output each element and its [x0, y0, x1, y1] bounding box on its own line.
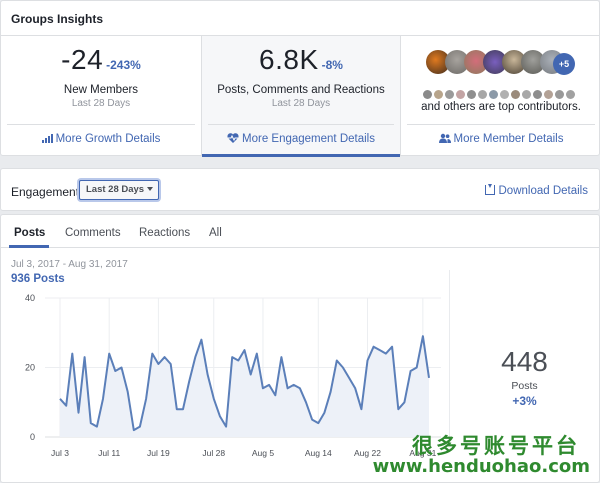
- more-growth-details-link[interactable]: More Growth Details: [1, 133, 201, 145]
- watermark-text: 很多号账号平台: [412, 434, 580, 458]
- members-stat-column: -24 -243% New Members Last 28 Days More G…: [1, 36, 201, 156]
- heart-pulse-icon: [227, 133, 239, 143]
- engagement-label: Posts, Comments and Reactions: [217, 84, 385, 96]
- engagement-stat-column: 6.8K -8% Posts, Comments and Reactions La…: [201, 36, 401, 157]
- x-tick-label: Aug 22: [354, 448, 381, 458]
- active-indicator: [202, 154, 400, 157]
- avatar[interactable]: [489, 90, 498, 99]
- summary-panel: 448 Posts +3%: [449, 270, 599, 440]
- watermark-url: www.henduohao.com: [372, 456, 590, 477]
- divider: [208, 124, 394, 125]
- engagement-chart-card: Posts Comments Reactions All Jul 3, 2017…: [0, 214, 600, 483]
- x-tick-label: Jul 28: [202, 448, 225, 458]
- tab-posts[interactable]: Posts: [14, 227, 46, 239]
- engagement-period: Last 28 Days: [271, 98, 331, 109]
- avatar[interactable]: [566, 90, 575, 99]
- x-tick-label: Aug 31: [409, 448, 436, 458]
- post-count-value: 936: [11, 273, 31, 285]
- avatar[interactable]: [511, 90, 520, 99]
- y-tick-label: 40: [25, 293, 35, 303]
- avatar[interactable]: [456, 90, 465, 99]
- divider: [7, 124, 195, 125]
- engagement-header: Engagement Last 28 Days Download Details: [0, 168, 600, 211]
- caret-down-icon: [147, 187, 154, 192]
- divider: [1, 35, 599, 36]
- members-period: Last 28 Days: [71, 98, 131, 109]
- members-label: New Members: [63, 84, 139, 96]
- engagement-title: Engagement: [11, 185, 80, 199]
- download-details-link[interactable]: Download Details: [484, 184, 588, 197]
- more-contributors-badge[interactable]: +5: [553, 53, 575, 75]
- post-count-label: Posts: [33, 273, 65, 285]
- series-line: [59, 335, 430, 432]
- contributors-column: +5 and others are top contributors. More…: [401, 36, 600, 156]
- tab-comments[interactable]: Comments: [65, 227, 121, 239]
- x-tick-label: Jul 3: [51, 448, 69, 458]
- post-count: 936 Posts: [11, 273, 65, 285]
- avatar[interactable]: [423, 90, 432, 99]
- more-member-details-link[interactable]: More Member Details: [401, 133, 600, 145]
- avatar[interactable]: [555, 90, 564, 99]
- download-icon: [484, 184, 495, 195]
- divider: [407, 124, 595, 125]
- y-tick-label: 0: [30, 432, 35, 442]
- period-dropdown[interactable]: Last 28 Days: [79, 180, 159, 200]
- active-tab-indicator: [9, 245, 49, 248]
- x-tick-label: Aug 5: [252, 448, 274, 458]
- summary-change: +3%: [512, 394, 537, 408]
- people-icon: [438, 133, 451, 143]
- tab-all[interactable]: All: [209, 227, 222, 239]
- tab-reactions[interactable]: Reactions: [139, 227, 191, 239]
- y-tick-label: 20: [25, 363, 35, 373]
- avatar[interactable]: [544, 90, 553, 99]
- bar-chart-icon: [41, 134, 53, 143]
- x-tick-label: Jul 11: [98, 448, 120, 458]
- date-range: Jul 3, 2017 - Aug 31, 2017: [11, 259, 128, 270]
- avatar[interactable]: [533, 90, 542, 99]
- groups-insights-card: Groups Insights -24 -243% New Members Las…: [0, 0, 600, 157]
- more-engagement-details-link[interactable]: More Engagement Details: [202, 133, 400, 145]
- x-tick-label: Jul 19: [147, 448, 170, 458]
- posts-area-chart: 0 20 40 Jul 3 Jul 11 Jul 19 Jul 28 Aug 5 Aug 14 A…: [25, 293, 441, 458]
- members-value: -24: [61, 44, 104, 75]
- engagement-value: 6.8K: [259, 44, 319, 75]
- avatar[interactable]: [434, 90, 443, 99]
- engagement-tabs: Posts Comments Reactions All: [1, 215, 599, 248]
- members-change: -243%: [106, 58, 141, 72]
- engagement-change: -8%: [321, 58, 343, 72]
- contributors-text: and others are top contributors.: [421, 101, 581, 113]
- avatar[interactable]: [500, 90, 509, 99]
- avatar[interactable]: [478, 90, 487, 99]
- x-tick-label: Aug 14: [305, 448, 332, 458]
- summary-label: Posts: [511, 380, 538, 392]
- avatar[interactable]: [467, 90, 476, 99]
- summary-value: 448: [501, 346, 548, 377]
- insights-title: Groups Insights: [11, 12, 104, 26]
- avatar[interactable]: [445, 90, 454, 99]
- avatar[interactable]: [522, 90, 531, 99]
